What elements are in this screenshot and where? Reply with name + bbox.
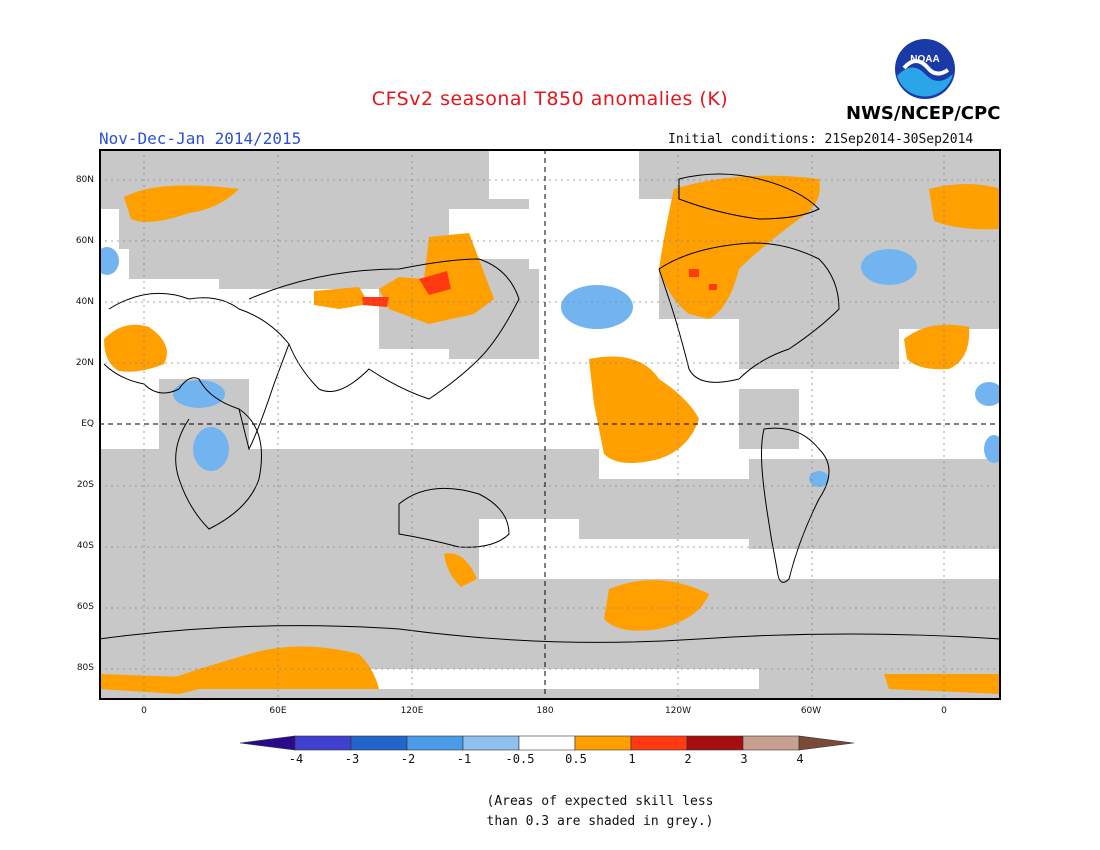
colorbar-label-pos4: 4	[796, 752, 804, 766]
lon-tick-180: 180	[536, 706, 554, 716]
lon-tick-0-east: 0	[941, 706, 947, 716]
colorbar-label-neg1: -1	[456, 752, 472, 766]
colorbar-swatch-4	[462, 735, 520, 751]
colorbar-swatch-5	[518, 735, 576, 751]
colorbar-swatch-1	[294, 735, 352, 751]
lon-tick-120e: 120E	[400, 706, 424, 716]
colorbar-swatch-max	[798, 735, 855, 751]
graticule	[99, 149, 1001, 700]
map-frame	[99, 149, 1001, 700]
colorbar-swatch-2	[350, 735, 408, 751]
lon-tick-120w: 120W	[664, 706, 692, 716]
lon-tick-0: 0	[141, 706, 147, 716]
colorbar-swatch-8	[686, 735, 744, 751]
colorbar-swatch-min	[239, 735, 296, 751]
lat-tick-20n: 20N	[75, 358, 94, 368]
colorbar-label-pos2: 2	[684, 752, 692, 766]
chart-title: CFSv2 seasonal T850 anomalies (K)	[371, 88, 729, 110]
lat-tick-60s: 60S	[76, 602, 94, 612]
lat-tick-40s: 40S	[76, 541, 94, 551]
colorbar	[239, 735, 855, 751]
lat-tick-eq: EQ	[81, 419, 94, 429]
lat-tick-60n: 60N	[75, 236, 94, 246]
anomaly-map	[99, 149, 1001, 700]
reference-lines	[99, 149, 1001, 700]
noaa-logo-text: NOAA	[910, 54, 939, 65]
colorbar-swatch-6	[574, 735, 632, 751]
noaa-logo-icon: NOAA	[895, 39, 955, 99]
colorbar-swatch-7	[630, 735, 688, 751]
warm-anomaly-regions	[99, 175, 1001, 694]
lon-tick-60w: 60W	[800, 706, 822, 716]
forecast-period: Nov-Dec-Jan 2014/2015	[99, 129, 302, 148]
skill-note-line2: than 0.3 are shaded in grey.)	[486, 814, 714, 829]
agency-label: NWS/NCEP/CPC	[846, 103, 1001, 124]
skill-note: (Areas of expected skill less than 0.3 a…	[470, 792, 730, 832]
initial-conditions: Initial conditions: 21Sep2014-30Sep2014	[668, 132, 974, 147]
lat-tick-80s: 80S	[76, 663, 94, 673]
lat-tick-20s: 20S	[76, 480, 94, 490]
lon-tick-60e: 60E	[269, 706, 287, 716]
colorbar-label-neg05: -0.5	[505, 752, 535, 766]
skill-note-line1: (Areas of expected skill less	[486, 794, 714, 809]
colorbar-label-neg4: -4	[288, 752, 304, 766]
colorbar-swatch-3	[406, 735, 464, 751]
cool-anomaly-regions	[99, 247, 1001, 487]
colorbar-swatch-9	[742, 735, 800, 751]
lat-tick-40n: 40N	[75, 297, 94, 307]
colorbar-label-neg2: -2	[400, 752, 416, 766]
lat-tick-80n: 80N	[75, 175, 94, 185]
colorbar-label-pos3: 3	[740, 752, 748, 766]
colorbar-label-neg3: -3	[344, 752, 360, 766]
colorbar-label-pos1: 1	[628, 752, 636, 766]
coastlines	[99, 173, 1001, 643]
colorbar-label-pos05: 0.5	[565, 752, 587, 766]
